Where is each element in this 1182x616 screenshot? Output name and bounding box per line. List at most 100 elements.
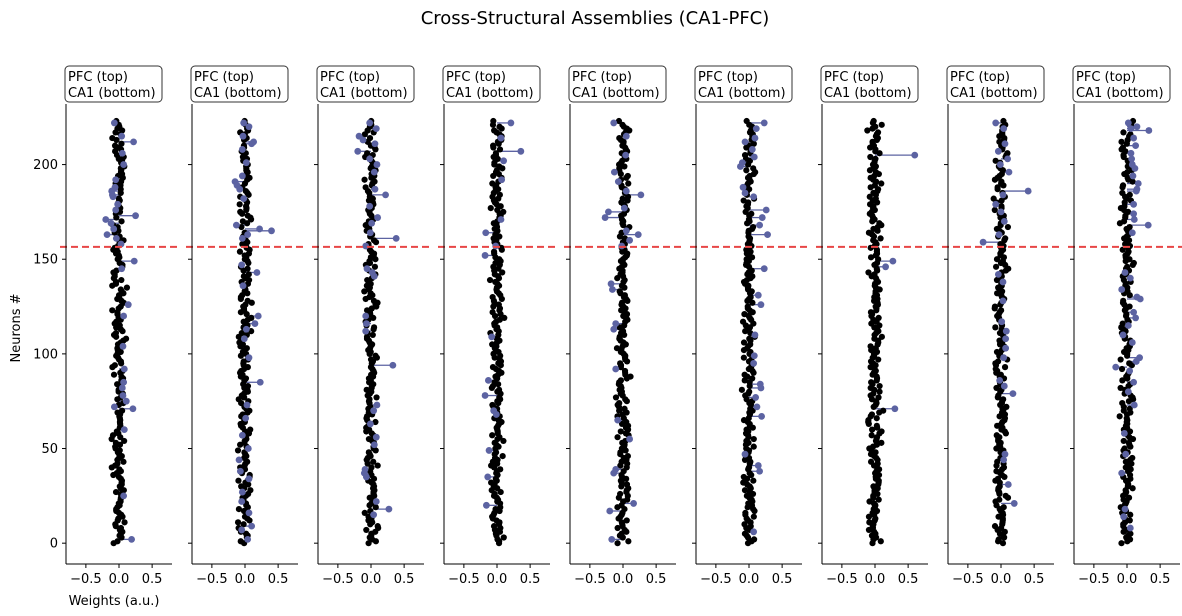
- assembly-neuron-point: [757, 301, 765, 309]
- assembly-neuron-point: [751, 331, 759, 339]
- assembly-neuron-point: [500, 157, 508, 165]
- panel-8: −0.5 0.0 0.5 PFC (top)CA1 (bottom): [942, 65, 1060, 587]
- assembly-neuron-point: [1124, 119, 1132, 127]
- assembly-neuron-point: [236, 467, 244, 475]
- neuron-point: [1000, 396, 1007, 403]
- y-axis-label: Neurons #: [9, 293, 24, 362]
- neuron-point: [364, 150, 371, 157]
- assembly-neuron-point: [268, 227, 275, 235]
- x-tick-label: 0.0: [109, 572, 130, 587]
- assembly-neuron-point: [372, 498, 380, 505]
- assembly-neuron-point: [1024, 187, 1032, 195]
- neuron-point: [366, 134, 374, 142]
- neuron-point: [236, 248, 244, 255]
- x-tick-label: −0.5: [826, 572, 858, 587]
- neuron-point: [1127, 530, 1134, 537]
- neuron-point: [123, 284, 131, 291]
- assembly-neuron-point: [248, 522, 256, 530]
- assembly-neuron-point: [1132, 142, 1140, 150]
- panel-label-pfc: PFC (top): [824, 70, 884, 85]
- neuron-point: [109, 432, 117, 439]
- neuron-point: [497, 466, 504, 473]
- assembly-neuron-point: [1128, 155, 1136, 163]
- assembly-neuron-point: [251, 320, 259, 327]
- neuron-point: [1119, 189, 1126, 197]
- neuron-point: [743, 167, 750, 174]
- neuron-point: [490, 142, 497, 149]
- neuron-point: [875, 356, 882, 363]
- assembly-neuron-point: [1000, 456, 1008, 464]
- assembly-neuron-point: [1130, 308, 1138, 316]
- neuron-point: [999, 540, 1007, 547]
- assembly-neuron-point: [120, 378, 128, 386]
- neuron-point: [1002, 492, 1009, 499]
- assembly-neuron-point: [750, 528, 758, 536]
- assembly-neuron-point: [622, 227, 630, 235]
- neuron-point: [499, 269, 506, 276]
- assembly-neuron-point: [607, 280, 615, 288]
- neuron-point: [240, 507, 248, 515]
- neuron-point: [993, 384, 1000, 392]
- panel-label-ca1: CA1 (bottom): [1076, 86, 1164, 101]
- neuron-point: [617, 377, 625, 384]
- x-tick-label: 0.5: [394, 572, 415, 587]
- neuron-point: [496, 163, 503, 170]
- assembly-neuron-point: [756, 467, 763, 475]
- neuron-point: [867, 458, 875, 465]
- x-tick-label: 0.0: [361, 572, 382, 587]
- neuron-point: [120, 458, 127, 465]
- assembly-neuron-point: [354, 147, 362, 155]
- assembly-neuron-point: [238, 261, 246, 269]
- neuron-point: [501, 314, 508, 322]
- neuron-point: [1001, 528, 1008, 535]
- neuron-point: [364, 276, 371, 284]
- x-tick-label: 0.0: [739, 572, 760, 587]
- assembly-neuron-point: [245, 123, 253, 131]
- neuron-point: [489, 341, 496, 348]
- neuron-point: [750, 443, 757, 450]
- neuron-point: [875, 496, 882, 503]
- neuron-point: [992, 157, 999, 164]
- neuron-point: [1126, 360, 1133, 367]
- y-tick-label: 50: [41, 442, 58, 457]
- neuron-point: [495, 386, 503, 393]
- x-tick-label: −0.5: [448, 572, 480, 587]
- neuron-point: [740, 197, 747, 204]
- assembly-neuron-point: [754, 291, 762, 299]
- assembly-neuron-point: [748, 146, 756, 153]
- neuron-point: [496, 146, 504, 153]
- panel-9: −0.5 0.0 0.5 PFC (top)CA1 (bottom): [1068, 65, 1182, 587]
- neuron-point: [489, 309, 496, 316]
- assembly-neuron-point: [109, 193, 117, 201]
- assembly-neuron-point: [244, 535, 252, 543]
- assembly-neuron-point: [238, 172, 246, 180]
- assembly-neuron-point: [1132, 314, 1140, 322]
- assembly-neuron-point: [372, 433, 380, 441]
- assembly-neuron-point: [107, 219, 115, 227]
- assembly-neuron-point: [1129, 172, 1137, 180]
- assembly-neuron-point: [110, 225, 118, 233]
- neuron-point: [868, 411, 876, 418]
- neuron-point: [740, 417, 748, 424]
- neuron-point: [363, 307, 371, 314]
- assembly-neuron-point: [1132, 187, 1140, 195]
- neuron-point: [361, 509, 368, 516]
- neuron-point: [750, 513, 757, 520]
- x-tick-label: −0.5: [1078, 572, 1110, 587]
- assembly-neuron-point: [392, 235, 400, 242]
- panel-label-pfc: PFC (top): [950, 70, 1010, 85]
- panel-label-ca1: CA1 (bottom): [698, 86, 786, 101]
- assembly-neuron-point: [911, 151, 919, 159]
- panel-label-box: [190, 65, 289, 103]
- assembly-neuron-point: [999, 278, 1007, 286]
- neuron-point: [616, 134, 623, 142]
- y-tick-label: 0: [50, 537, 58, 552]
- assembly-neuron-point: [117, 240, 125, 248]
- assembly-neuron-point: [610, 469, 618, 477]
- assembly-neuron-point: [238, 498, 246, 505]
- assembly-neuron-point: [620, 204, 628, 212]
- panel-label-ca1: CA1 (bottom): [824, 86, 912, 101]
- panel-3: −0.5 0.0 0.5 PFC (top)CA1 (bottom): [312, 65, 430, 587]
- assembly-neuron-point: [1124, 388, 1132, 396]
- neuron-point: [114, 538, 121, 545]
